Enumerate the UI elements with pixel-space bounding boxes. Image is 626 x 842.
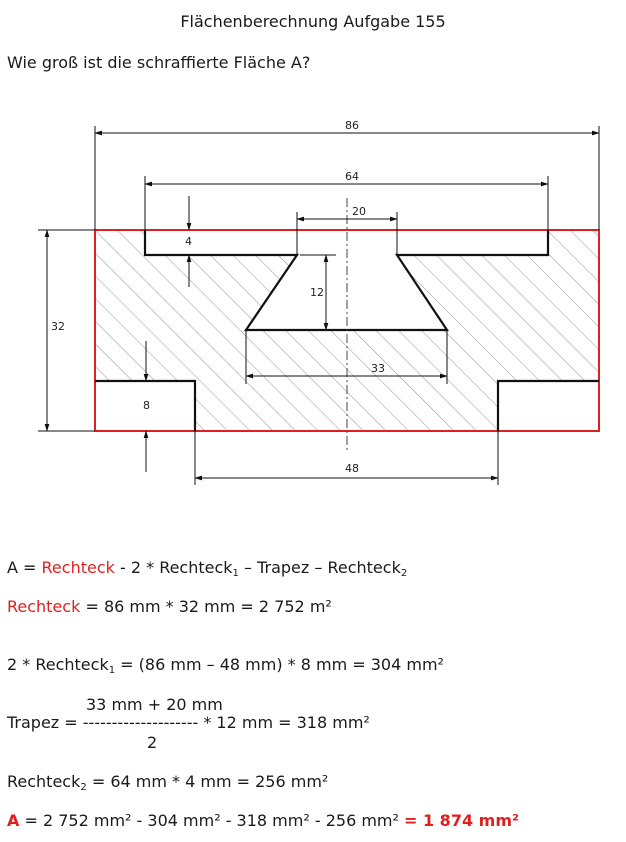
question-text: Wie groß ist die schraffierte Fläche A?: [7, 53, 311, 72]
label-32: 32: [51, 320, 65, 333]
trapez-calc-line: Trapez = -------------------- * 12 mm = …: [7, 713, 370, 732]
result-final: = 1 874 mm²: [404, 811, 519, 830]
label-12: 12: [310, 286, 324, 299]
result-line: A = 2 752 mm² - 304 mm² - 318 mm² - 256 …: [7, 811, 519, 830]
page-title: Flächenberechnung Aufgabe 155: [180, 12, 446, 31]
label-86: 86: [345, 119, 359, 132]
rechteck-calc-line: Rechteck = 86 mm * 32 mm = 2 752 m²: [7, 597, 332, 616]
lower-left-cut-outline: [95, 379, 197, 431]
trapez-denominator: 2: [147, 733, 158, 752]
rechteck1-calc-line: 2 * Rechteck1 = (86 mm – 48 mm) * 8 mm =…: [7, 655, 444, 676]
formula-rechteck: Rechteck: [41, 558, 115, 577]
rechteck2-calc-line: Rechteck2 = 64 mm * 4 mm = 256 mm²: [7, 772, 329, 793]
result-a-label: A: [7, 811, 20, 830]
label-33: 33: [371, 362, 385, 375]
technical-drawing: 86 64 20 4 12 32 33 8 48: [38, 119, 600, 485]
label-4: 4: [185, 235, 192, 248]
rechteck-label: Rechteck: [7, 597, 81, 616]
label-8: 8: [143, 399, 150, 412]
formula-line: A = Rechteck - 2 * Rechteck1 – Trapez – …: [7, 558, 408, 579]
label-48: 48: [345, 462, 359, 475]
fraction-bar: --------------------: [82, 713, 199, 732]
trapez-numerator: 33 mm + 20 mm: [86, 695, 223, 714]
lower-right-cut-outline: [496, 379, 599, 431]
label-64: 64: [345, 170, 359, 183]
label-20: 20: [352, 205, 366, 218]
formula-a-label: A: [7, 558, 18, 577]
